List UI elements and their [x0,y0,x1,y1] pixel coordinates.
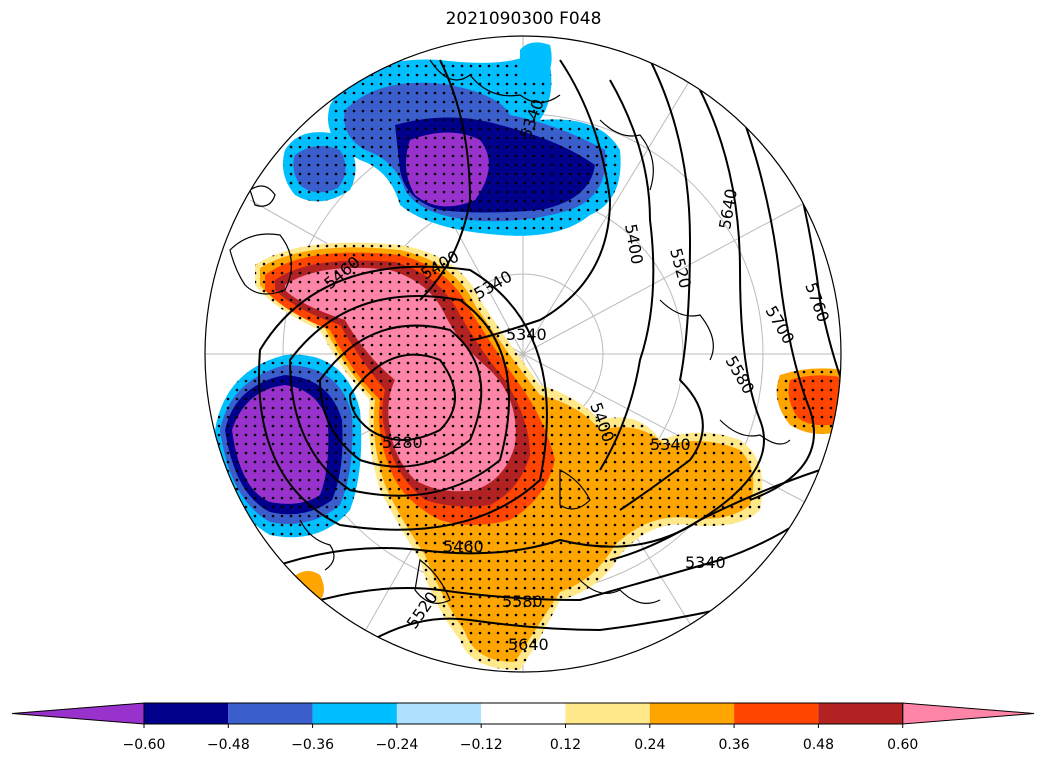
negative-anomaly-arctic [520,42,552,82]
colorbar-extend-min [11,702,145,725]
map-boundary [204,35,842,673]
colorbar-tick-label: −0.60 [123,737,166,753]
map-title: 2021090300 F048 [445,9,602,29]
colorbar-tick-label: 0.60 [887,737,918,753]
colorbar-segment [144,703,229,724]
height-contours [239,59,841,671]
colorbar-tick-label: −0.24 [375,737,418,753]
map-disk: 5340 5340 5340 5340 5340 5400 5400 5400 … [205,36,841,672]
contour-label: 5340 [685,553,726,572]
contour-label: 5460 [443,537,484,556]
colorbar-outline [143,702,904,725]
colorbar-tick-label: −0.36 [291,737,334,753]
colorbar-segment [734,703,819,724]
colorbar-segment [481,703,566,724]
colorbar-segment [228,703,313,724]
contour-label: 5580 [502,592,543,611]
colorbar-segment [649,703,735,724]
colorbar-tick-label: −0.12 [460,737,503,753]
colorbar-tick-label: 0.24 [634,737,665,753]
colorbar-segment [565,703,650,724]
negative-anomaly-north [328,45,621,236]
contour-label: 5640 [508,635,549,654]
colorbar-segment [818,703,903,724]
colorbar-tick-label: −0.48 [207,737,250,753]
contour-label: 5340 [506,325,547,344]
colorbar-tick-label: 0.48 [803,737,834,753]
negative-anomaly-west [215,354,362,538]
coastlines [229,59,791,604]
colorbar-segment [312,703,397,724]
colorbar: −0.60 −0.48 −0.36 −0.24 −0.12 0.12 0.24 0.36 0.4… [11,702,1035,753]
negative-anomaly-northwest [282,132,356,202]
contour-label: 5280 [382,433,423,452]
colorbar-segment [396,703,482,724]
positive-anomaly-central [255,242,763,670]
contour-label: 5340 [650,435,691,454]
colorbar-tick-label: 0.12 [550,737,581,753]
colorbar-extend-max [902,702,1035,725]
colorbar-tick-label: 0.36 [719,737,750,753]
